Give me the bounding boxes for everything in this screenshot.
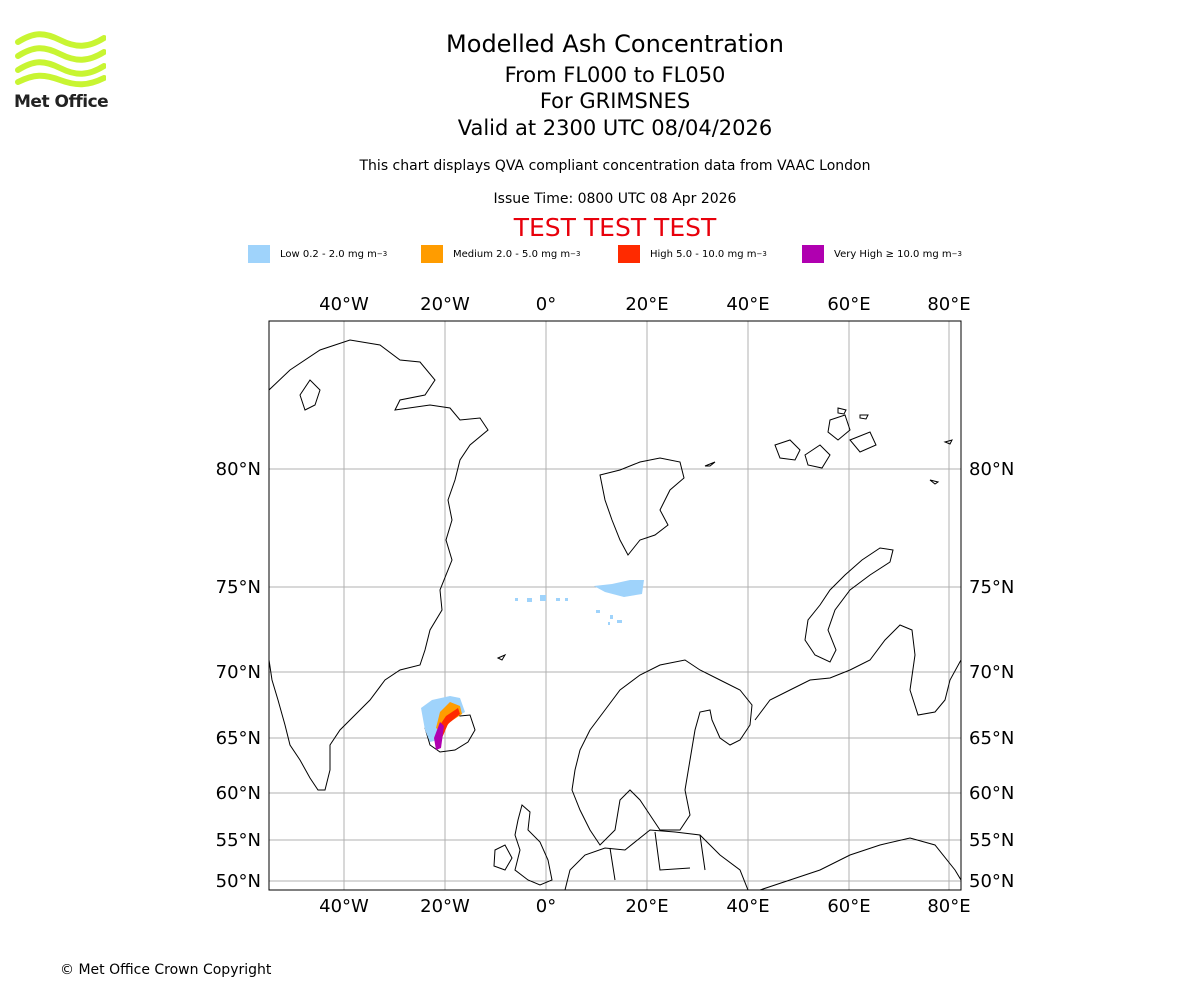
legend-label-low: Low 0.2 - 2.0 mg m xyxy=(280,248,377,260)
lon-label-bottom: 40°E xyxy=(726,896,769,917)
lon-label-bottom: 0° xyxy=(536,896,556,917)
chart-title: Modelled Ash Concentration xyxy=(446,30,784,58)
greenland-coastline xyxy=(269,339,489,791)
map-frame xyxy=(268,320,962,891)
lon-label-top: 80°E xyxy=(927,294,970,315)
lon-label-bottom: 20°W xyxy=(420,896,470,917)
lon-label-top: 0° xyxy=(536,294,556,315)
lat-label-right: 80°N xyxy=(969,459,1014,480)
lat-label-right: 65°N xyxy=(969,728,1014,749)
uk-coastline xyxy=(514,804,553,886)
volcano-subtitle: For GRIMSNES xyxy=(539,89,691,113)
lon-label-bottom: 60°E xyxy=(827,896,870,917)
greenland-inlet xyxy=(299,379,321,411)
lon-label-top: 40°E xyxy=(726,294,769,315)
lat-label-left: 60°N xyxy=(216,783,261,804)
small-island xyxy=(943,439,953,445)
lat-label-left: 55°N xyxy=(216,830,261,851)
lon-label-bottom: 40°W xyxy=(319,896,369,917)
novaya-zemlya-coastline xyxy=(804,547,894,663)
continental-europe-coastline xyxy=(564,829,749,890)
lat-label-right: 75°N xyxy=(969,577,1014,598)
issue-time: Issue Time: 0800 UTC 08 Apr 2026 xyxy=(493,191,737,207)
legend-item-medium: Medium 2.0 - 5.0 mg m −3 xyxy=(421,244,580,264)
svalbard-coastline xyxy=(599,457,685,556)
copyright-notice: © Met Office Crown Copyright xyxy=(60,962,272,978)
map-gridlines xyxy=(269,321,961,890)
lat-label-left: 65°N xyxy=(216,728,261,749)
valid-time-subtitle: Valid at 2300 UTC 08/04/2026 xyxy=(457,116,773,140)
legend-swatch-very-high xyxy=(802,245,824,263)
met-office-logo-icon xyxy=(15,31,106,88)
legend-swatch-low xyxy=(248,245,270,263)
legend-item-very-high: Very High ≥ 10.0 mg m −3 xyxy=(802,244,962,264)
ireland-coastline xyxy=(493,844,513,871)
legend-label-medium: Medium 2.0 - 5.0 mg m xyxy=(453,248,571,260)
small-island xyxy=(704,461,716,467)
lon-label-bottom: 20°E xyxy=(625,896,668,917)
legend-label-very-high: Very High ≥ 10.0 mg m xyxy=(834,248,952,260)
lat-label-right: 55°N xyxy=(969,830,1014,851)
legend-unit-medium: −3 xyxy=(570,250,581,258)
lat-label-right: 50°N xyxy=(969,871,1014,892)
flight-level-subtitle: From FL000 to FL050 xyxy=(504,63,726,87)
ash-plume xyxy=(421,580,644,750)
legend-unit-high: −3 xyxy=(756,250,767,258)
lat-label-left: 50°N xyxy=(216,871,261,892)
lat-label-left: 75°N xyxy=(216,577,261,598)
siberia-coastline xyxy=(759,837,961,890)
russia-coastline xyxy=(754,624,961,721)
lon-label-top: 60°E xyxy=(827,294,870,315)
franz-josef-coastline xyxy=(774,407,877,469)
lon-label-top: 40°W xyxy=(319,294,369,315)
legend-item-low: Low 0.2 - 2.0 mg m −3 xyxy=(248,244,387,264)
legend-label-high: High 5.0 - 10.0 mg m xyxy=(650,248,757,260)
test-banner: TEST TEST TEST xyxy=(513,213,717,242)
lat-label-left: 80°N xyxy=(216,459,261,480)
lat-label-right: 70°N xyxy=(969,662,1014,683)
legend-item-high: High 5.0 - 10.0 mg m −3 xyxy=(618,244,767,264)
lon-label-top: 20°E xyxy=(625,294,668,315)
country-borders xyxy=(609,831,706,881)
lat-label-left: 70°N xyxy=(216,662,261,683)
lat-label-right: 60°N xyxy=(969,783,1014,804)
logo-text: Met Office xyxy=(14,92,109,112)
compliance-note: This chart displays QVA compliant concen… xyxy=(359,158,871,174)
legend-unit-very-high: −3 xyxy=(951,250,962,258)
small-island xyxy=(496,653,507,661)
europe-coastline xyxy=(571,659,753,846)
lon-label-bottom: 80°E xyxy=(927,896,970,917)
lon-label-top: 20°W xyxy=(420,294,470,315)
legend-swatch-medium xyxy=(421,245,443,263)
small-island xyxy=(929,479,940,485)
legend-unit-low: −3 xyxy=(376,250,388,258)
legend-swatch-high xyxy=(618,245,640,263)
